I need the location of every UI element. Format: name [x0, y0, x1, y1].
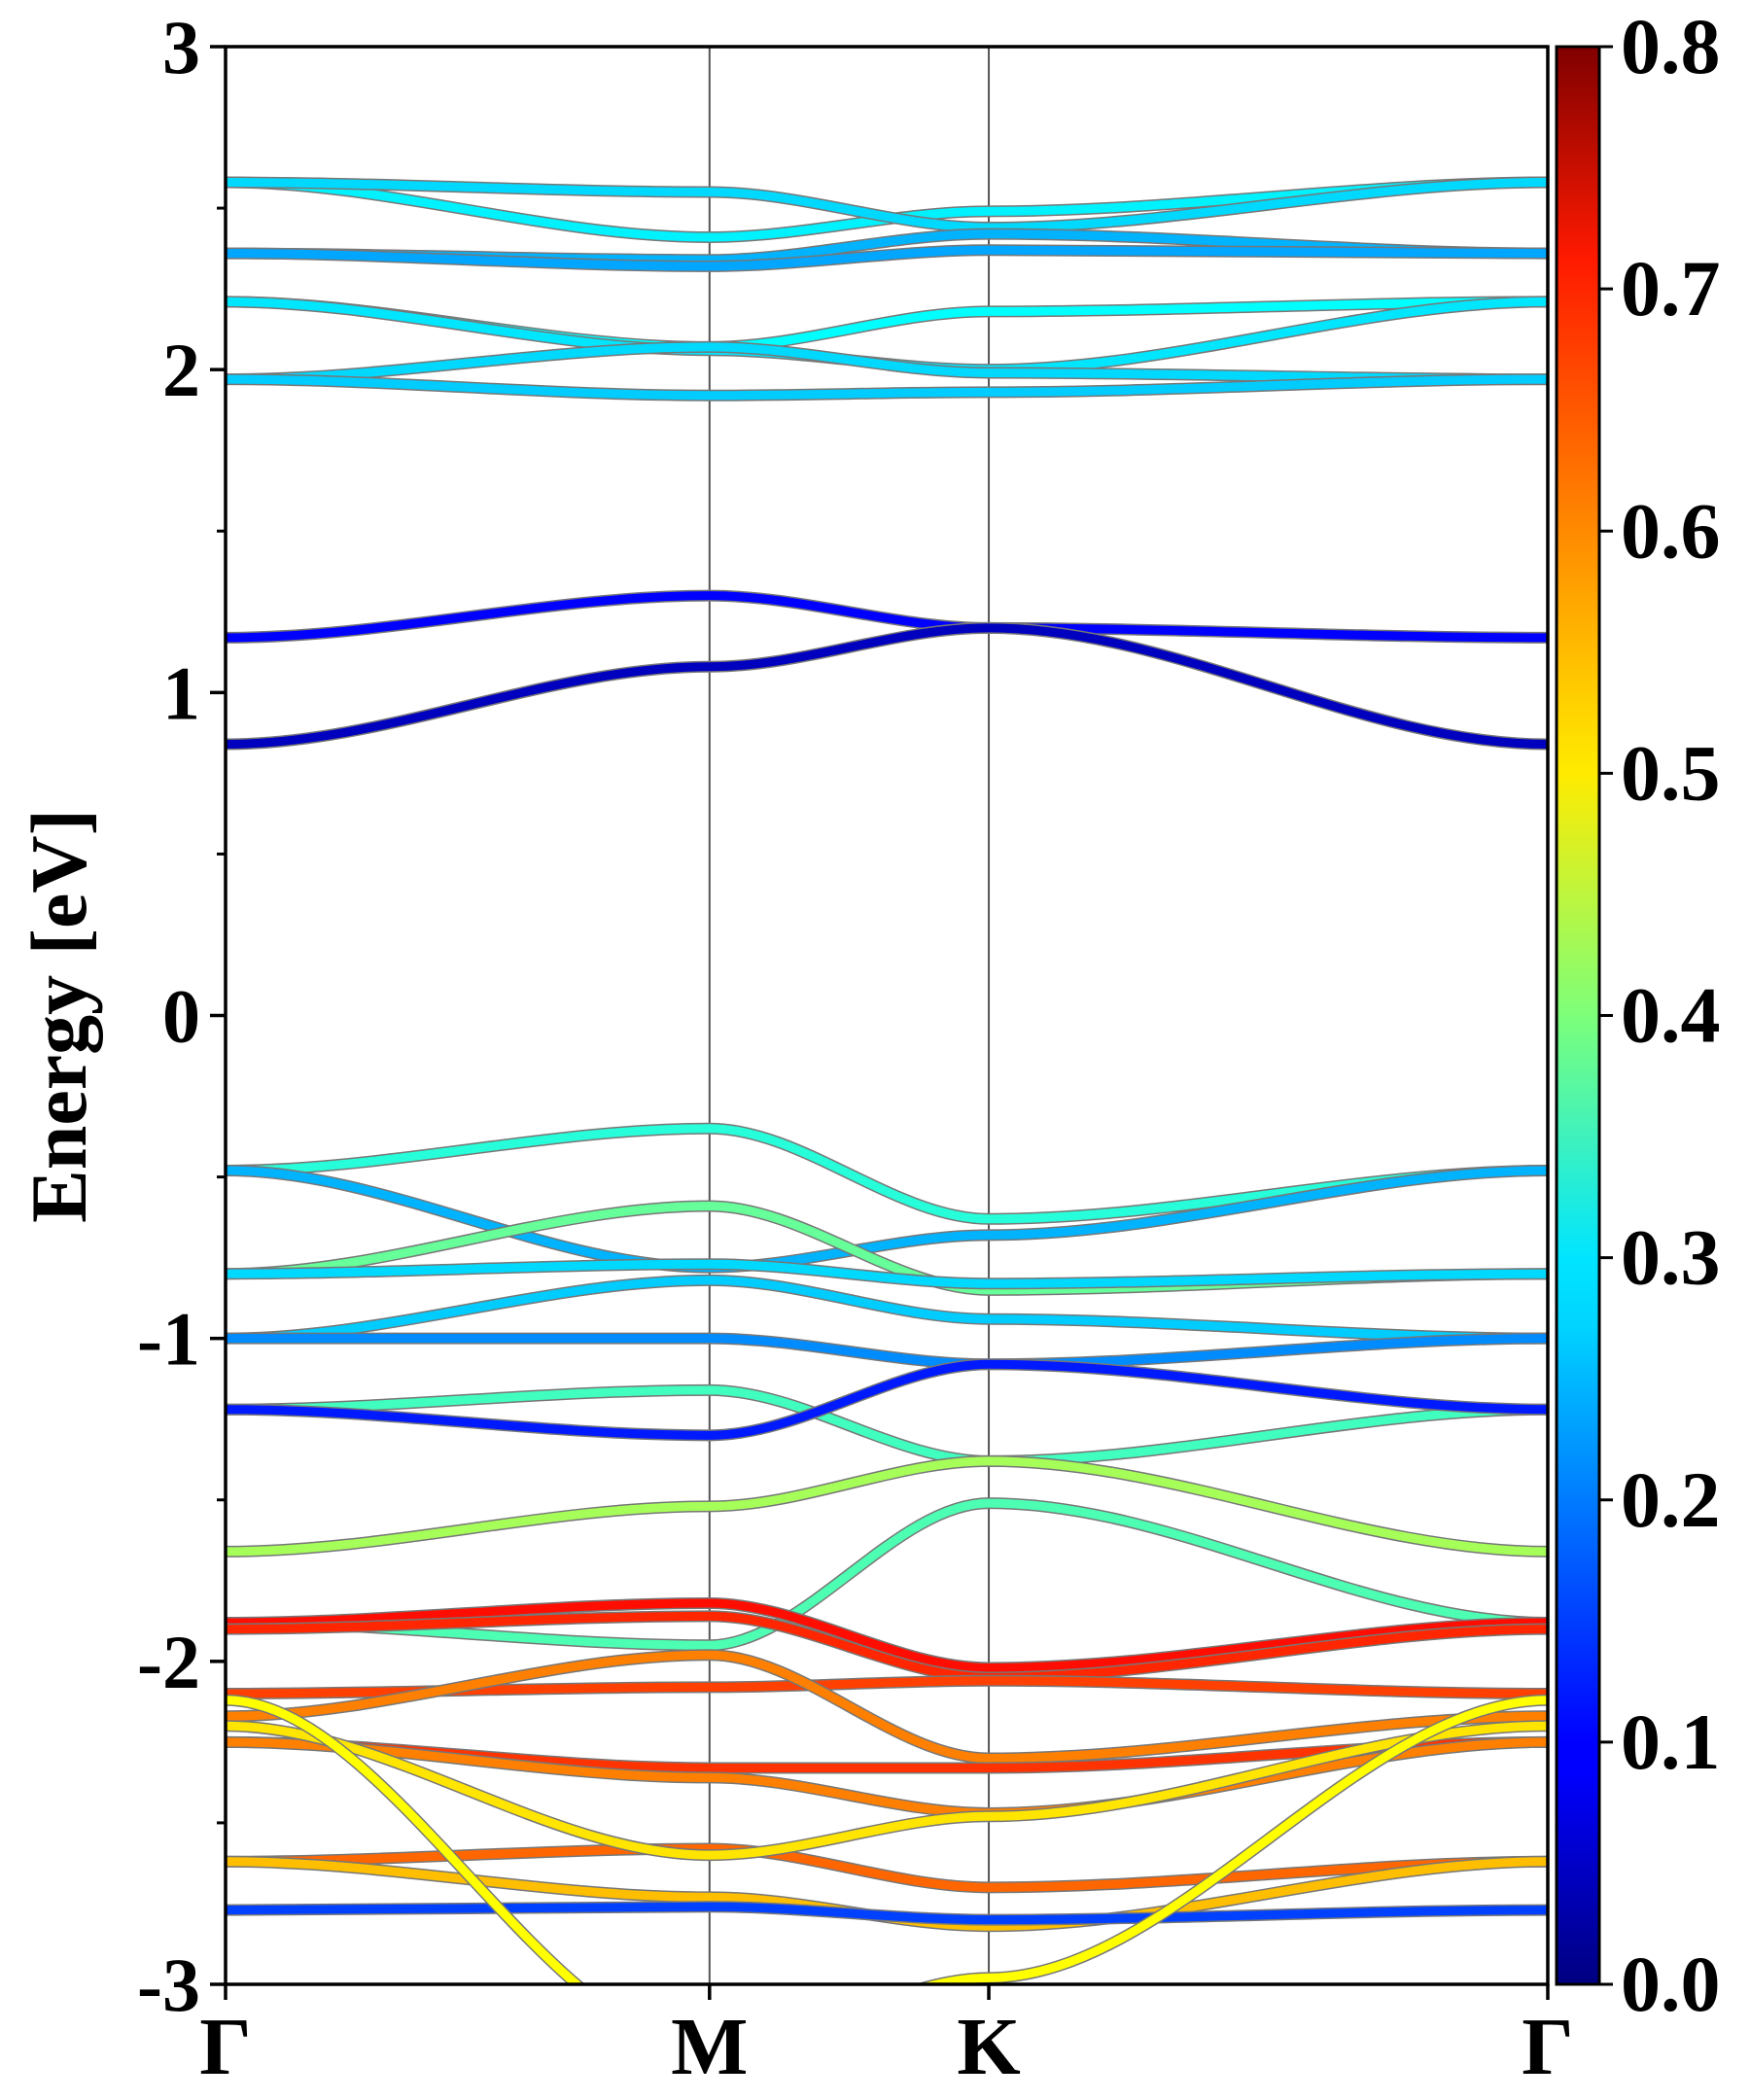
- band-line: [226, 1902, 1548, 1925]
- bands: [226, 176, 1548, 1984]
- band-line: [226, 374, 1548, 401]
- colorbar-tick-label: 0.5: [1621, 728, 1721, 817]
- y-tick-label: 3: [162, 5, 200, 89]
- colorbar-tick-label: 0.6: [1621, 486, 1721, 575]
- y-tick-label: 2: [162, 328, 200, 412]
- colorbar-tick-label: 0.8: [1621, 2, 1721, 90]
- kpoint-label: K: [957, 2002, 1020, 2092]
- y-tick-label: -1: [137, 1297, 200, 1382]
- colorbar-tick-label: 0.4: [1621, 971, 1721, 1060]
- band-line: [226, 1385, 1548, 1466]
- band-line: [226, 1611, 1548, 1682]
- y-tick-label: 0: [162, 974, 200, 1059]
- band-line: [226, 1721, 1548, 1860]
- band-line: [226, 245, 1548, 271]
- colorbar: 0.0 0.1 0.2 0.3 0.4 0.5 0.6 0.7 0.8: [1555, 2, 1721, 2028]
- band-line: [226, 178, 1548, 242]
- y-axis: 3 2 1 0 -1 -2 -3: [137, 5, 226, 2027]
- band-line: [226, 1498, 1548, 1650]
- colorbar-gradient: [1555, 45, 1601, 1986]
- band-line: [226, 1276, 1548, 1344]
- band-line: [226, 342, 1548, 384]
- band-line: [226, 623, 1548, 749]
- colorbar-tick-label: 0.0: [1621, 1940, 1721, 2028]
- y-tick-label: 1: [162, 650, 200, 735]
- band-line: [226, 1259, 1548, 1288]
- plot-area: [224, 45, 1550, 1986]
- band-line: [226, 1359, 1548, 1440]
- band-line: [226, 1124, 1548, 1224]
- band-line: [226, 1650, 1548, 1763]
- band-outline: [226, 621, 1548, 751]
- high-symmetry-lines: [708, 47, 991, 1984]
- colorbar-tick-label: 0.2: [1621, 1455, 1721, 1544]
- band-line: [226, 1598, 1548, 1672]
- colorbar-ticks: 0.0 0.1 0.2 0.3 0.4 0.5 0.6 0.7 0.8: [1599, 2, 1721, 2028]
- kpoint-label: Γ: [1522, 2002, 1573, 2092]
- y-tick-label: -2: [137, 1620, 200, 1704]
- band-line: [226, 1737, 1548, 1818]
- band-line: [226, 591, 1548, 643]
- kpoint-label: M: [671, 2002, 748, 2092]
- y-axis-label: Energy [eV]: [15, 809, 103, 1223]
- colorbar-tick-label: 0.1: [1621, 1698, 1721, 1786]
- band-line: [226, 1334, 1548, 1369]
- kpoint-label: Γ: [199, 2002, 251, 2092]
- band-line: [226, 1456, 1548, 1557]
- colorbar-tick-label: 0.7: [1621, 244, 1721, 332]
- band-line: [226, 1696, 1548, 1984]
- colorbar-tick-label: 0.3: [1621, 1213, 1721, 1302]
- y-tick-label: -3: [137, 1942, 200, 2027]
- band-outline: [226, 1649, 1548, 1765]
- band-line: [226, 178, 1548, 232]
